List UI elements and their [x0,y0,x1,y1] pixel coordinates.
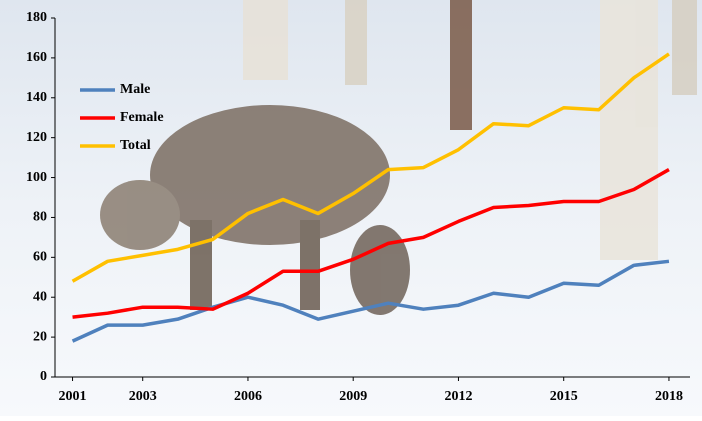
y-tick-label: 100 [26,170,47,185]
legend-label: Female [120,110,164,125]
y-tick-label: 140 [26,90,47,105]
x-tick-label: 2006 [234,389,262,404]
y-tick-label: 20 [33,329,47,344]
legend-label: Total [120,138,151,153]
y-tick-label: 160 [26,50,47,65]
x-tick-label: 2015 [550,389,578,404]
y-tick-label: 0 [40,369,47,384]
y-tick-label: 40 [33,289,47,304]
y-tick-label: 120 [26,130,47,145]
y-tick-label: 60 [33,250,47,265]
chart: 0 20 40 60 80 100 120 140 160 180 2001 2003 2006 2009… [0,0,702,416]
x-tick-label: 2001 [59,389,87,404]
x-tick-label: 2009 [339,389,367,404]
x-tick-label: 2018 [655,389,683,404]
legend-label: Male [120,82,150,97]
y-tick-label: 180 [26,10,47,25]
x-tick-label: 2003 [129,389,157,404]
y-tick-label: 80 [33,210,47,225]
x-tick-label: 2012 [444,389,472,404]
